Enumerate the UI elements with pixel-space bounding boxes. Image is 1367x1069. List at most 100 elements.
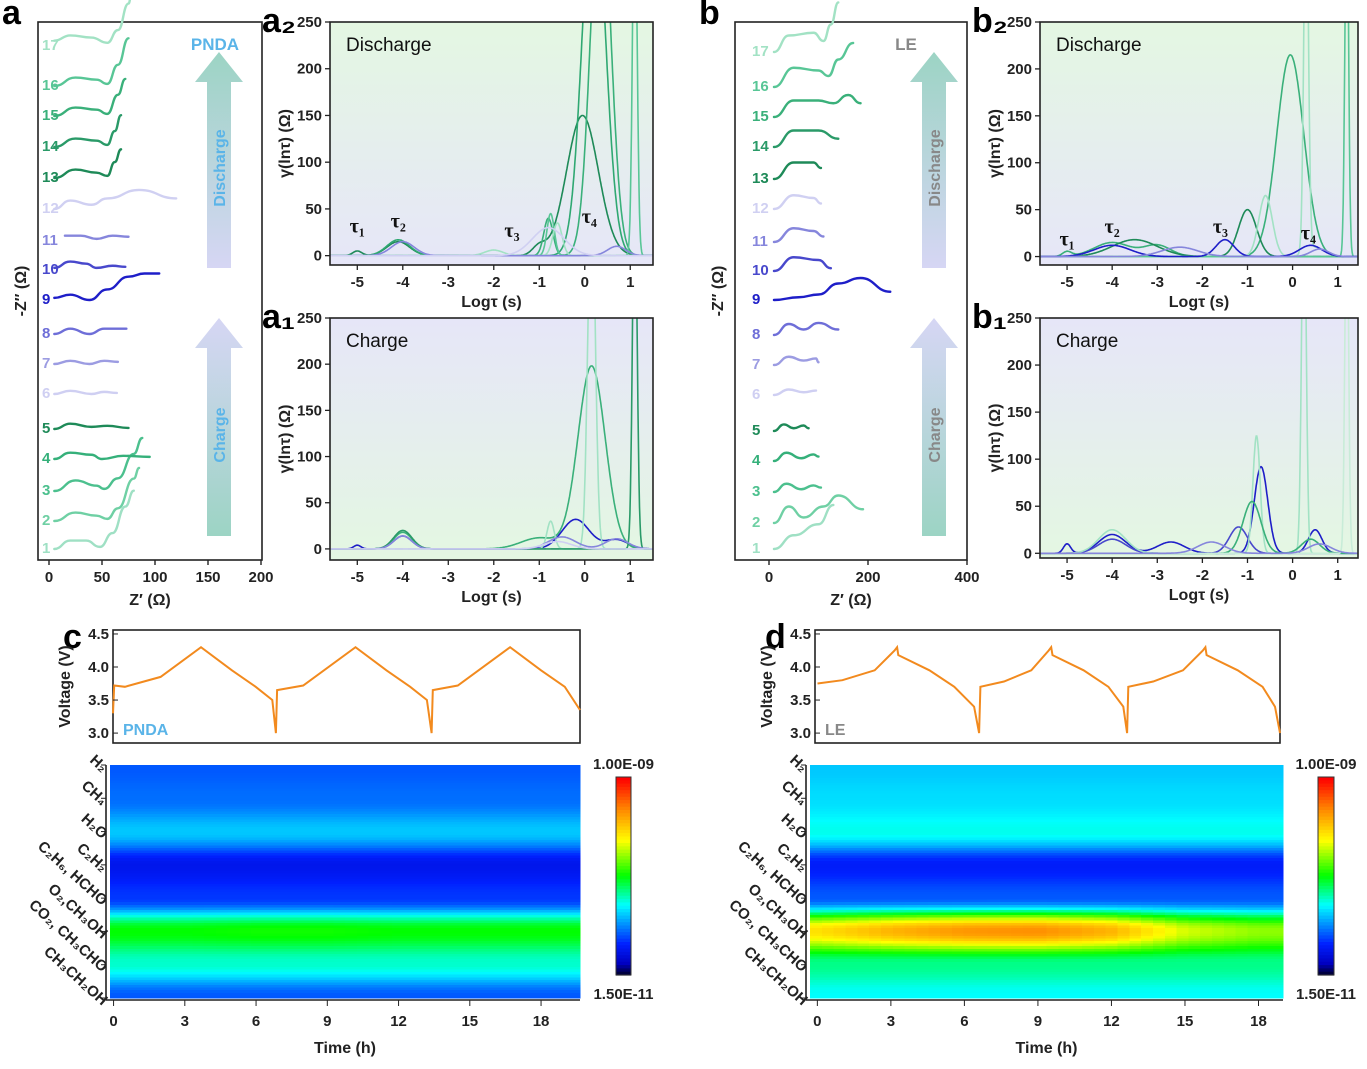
nyquist-curve-4 [774,453,819,461]
curve-label-4: 4 [752,452,761,469]
heatmap-cell [521,995,533,998]
heatmap-cell [134,995,146,998]
y-tick-label: 100 [297,154,322,171]
heatmap-cell [157,995,169,998]
heatmap-cell [345,995,357,998]
x-tick-label: -1 [1241,274,1254,291]
panel-title: Charge [1056,331,1118,352]
heatmap-cell [404,995,416,998]
y-tick-label: 4.0 [790,659,811,676]
curve-label-16: 16 [752,78,769,95]
d-voltage-frame [815,630,1280,743]
heatmap-cells [810,765,1284,999]
heatmap-cell [216,995,228,998]
y-tick-label: 200 [297,356,322,373]
curve-label-3: 3 [42,482,50,499]
heatmap-cell [263,995,275,998]
sample-annotation: PNDA [191,35,239,54]
heatmap-cell [357,995,369,998]
heatmap-cell [568,995,580,998]
discharge-arrow-label: Discharge [927,129,944,206]
x-tick-label: 150 [195,569,220,586]
heatmap-cell [122,995,134,998]
x-tick-label: 3 [181,1013,189,1030]
x-tick-label: 0 [581,274,589,291]
curve-label-5: 5 [42,420,50,437]
curve-label-17: 17 [752,43,769,60]
panel-title: Charge [346,331,408,352]
heatmap-cell [380,995,392,998]
heatmap-cell [286,995,298,998]
curve-label-7: 7 [42,355,50,372]
curve-label-9: 9 [42,291,50,308]
discharge-arrow-label: Discharge [212,129,229,206]
heatmap-cell [557,995,569,998]
curve-label-9: 9 [752,291,760,308]
colorbar-max-label: 1.00E-09 [593,756,654,773]
nyquist-curve-2 [774,496,863,524]
y-axis-label: -Z″ (Ω) [13,266,30,317]
curve-label-2: 2 [42,512,50,529]
heatmap-cell [322,995,334,998]
curve-label-3: 3 [752,483,760,500]
heatmap-cells [110,765,581,999]
heatmap-cell [169,995,181,998]
y-tick-label: 50 [1015,202,1032,219]
tau-annotation: τ₄ [1301,223,1316,245]
nyquist-curve-16 [774,43,853,87]
tau-annotation: τ₄ [582,206,597,228]
y-tick-label: 250 [1007,310,1032,327]
tau-annotation: τ₁ [1059,228,1074,250]
nyquist-curve-1 [54,491,134,549]
nyquist-curve-5 [54,424,128,429]
x-tick-label: 6 [252,1013,260,1030]
curve-label-15: 15 [752,108,769,125]
y-axis-label: γ(lnτ) (Ω) [987,404,1004,473]
x-tick-label: 50 [94,569,111,586]
curve-label-2: 2 [752,514,760,531]
nyquist-curve-14 [54,115,121,147]
tau-annotation: τ₂ [1105,216,1120,238]
heatmap-cell [369,995,381,998]
curve-label-5: 5 [752,422,760,439]
curve-label-7: 7 [752,356,760,373]
panel-title: Discharge [346,35,432,56]
colorbar-min-label: 1.50E-11 [593,986,653,1003]
x-tick-label: -2 [487,569,500,586]
x-axis-label: Logτ (s) [461,589,521,606]
nyquist-curve-11 [774,228,824,242]
x-axis-label: Logτ (s) [1169,587,1229,604]
x-tick-label: 0 [45,569,53,586]
y-tick-label: 150 [1007,404,1032,421]
heatmap-cell [251,995,263,998]
nyquist-curve-2 [54,468,139,521]
tau-annotation: τ₁ [350,215,365,237]
y-tick-label: 50 [305,495,322,512]
nyquist-curve-10 [54,262,125,268]
x-tick-label: 0 [1288,567,1296,584]
x-tick-label: -4 [1105,274,1119,291]
heatmap-cell [451,995,463,998]
nyquist-curve-12 [774,195,821,209]
curve-label-1: 1 [42,540,50,557]
nyquist-curve-13 [774,163,821,180]
tau-annotation: τ₂ [391,211,406,233]
curve-label-8: 8 [42,325,50,342]
nyquist-curve-12 [54,190,176,209]
y-tick-label: 100 [1007,155,1032,172]
x-tick-label: 0 [109,1013,117,1030]
curve-label-11: 11 [752,233,768,250]
y-tick-label: 4.0 [88,659,109,676]
heatmap-cell [192,995,204,998]
heatmap-cell [474,995,486,998]
x-tick-label: -2 [1196,567,1209,584]
panel-label-b1: b₁ [972,298,1007,336]
nyquist-curve-17 [774,3,838,53]
panel-label-a1: a₁ [262,298,295,336]
x-tick-label: -3 [1151,567,1164,584]
heatmap-cell [463,995,475,998]
x-tick-label: 0 [1288,274,1296,291]
y-tick-label: 200 [1007,61,1032,78]
heatmap-cell [181,995,193,998]
